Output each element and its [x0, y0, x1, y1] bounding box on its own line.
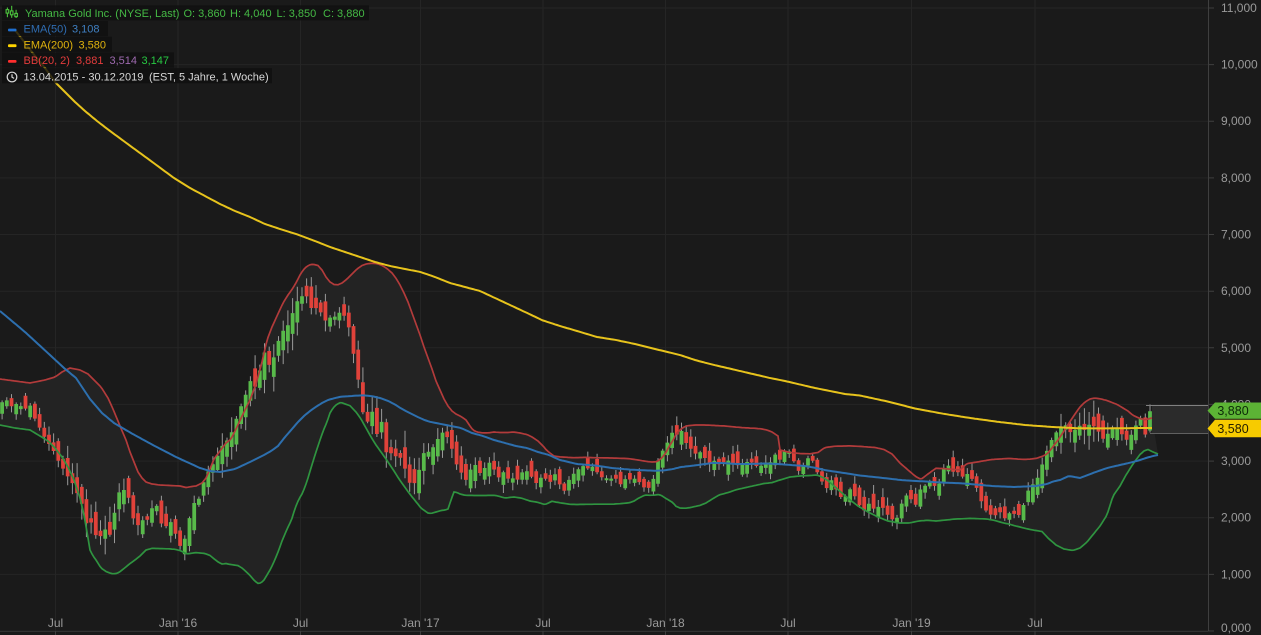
- svg-text:1,000: 1,000: [1221, 567, 1251, 581]
- svg-text:6,000: 6,000: [1221, 284, 1251, 298]
- svg-text:O: 3,860: O: 3,860: [184, 8, 226, 20]
- svg-text:7,000: 7,000: [1221, 228, 1251, 242]
- svg-text:Jan '19: Jan '19: [892, 616, 931, 630]
- svg-text:EMA(200): EMA(200): [24, 39, 74, 51]
- svg-text:2,000: 2,000: [1221, 511, 1251, 525]
- svg-text:13.04.2015 - 30.12.2019: 13.04.2015 - 30.12.2019: [24, 72, 144, 84]
- svg-text:Jul: Jul: [1027, 616, 1042, 630]
- svg-text:Jan '18: Jan '18: [646, 616, 685, 630]
- svg-text:8,000: 8,000: [1221, 171, 1251, 185]
- svg-text:5,000: 5,000: [1221, 341, 1251, 355]
- svg-text:EMA(50): EMA(50): [24, 24, 67, 36]
- svg-text:Jan '17: Jan '17: [401, 616, 440, 630]
- svg-text:Yamana Gold Inc. (NYSE, Last): Yamana Gold Inc. (NYSE, Last): [25, 8, 179, 20]
- svg-text:L: 3,850: L: 3,850: [277, 8, 317, 20]
- svg-text:3,881: 3,881: [76, 55, 104, 67]
- svg-text:C: 3,880: C: 3,880: [323, 8, 365, 20]
- svg-text:3,147: 3,147: [142, 55, 170, 67]
- svg-text:9,000: 9,000: [1221, 114, 1251, 128]
- svg-text:3,514: 3,514: [110, 55, 138, 67]
- svg-text:Jul: Jul: [48, 616, 63, 630]
- svg-text:10,000: 10,000: [1221, 58, 1258, 72]
- svg-text:11,000: 11,000: [1221, 1, 1257, 15]
- svg-text:3,000: 3,000: [1221, 454, 1251, 468]
- svg-text:3,108: 3,108: [72, 24, 100, 36]
- svg-text:3,580: 3,580: [79, 39, 107, 51]
- svg-text:0,000: 0,000: [1221, 621, 1251, 635]
- svg-text:BB(20, 2): BB(20, 2): [24, 55, 70, 67]
- svg-text:(EST, 5 Jahre, 1 Woche): (EST, 5 Jahre, 1 Woche): [149, 72, 269, 84]
- svg-text:Jul: Jul: [293, 616, 308, 630]
- svg-text:3,880: 3,880: [1217, 404, 1248, 418]
- svg-text:Jul: Jul: [780, 616, 795, 630]
- svg-text:Jan '16: Jan '16: [159, 616, 198, 630]
- svg-text:Jul: Jul: [535, 616, 550, 630]
- svg-text:3,580: 3,580: [1217, 422, 1248, 436]
- svg-text:H: 4,040: H: 4,040: [230, 8, 272, 20]
